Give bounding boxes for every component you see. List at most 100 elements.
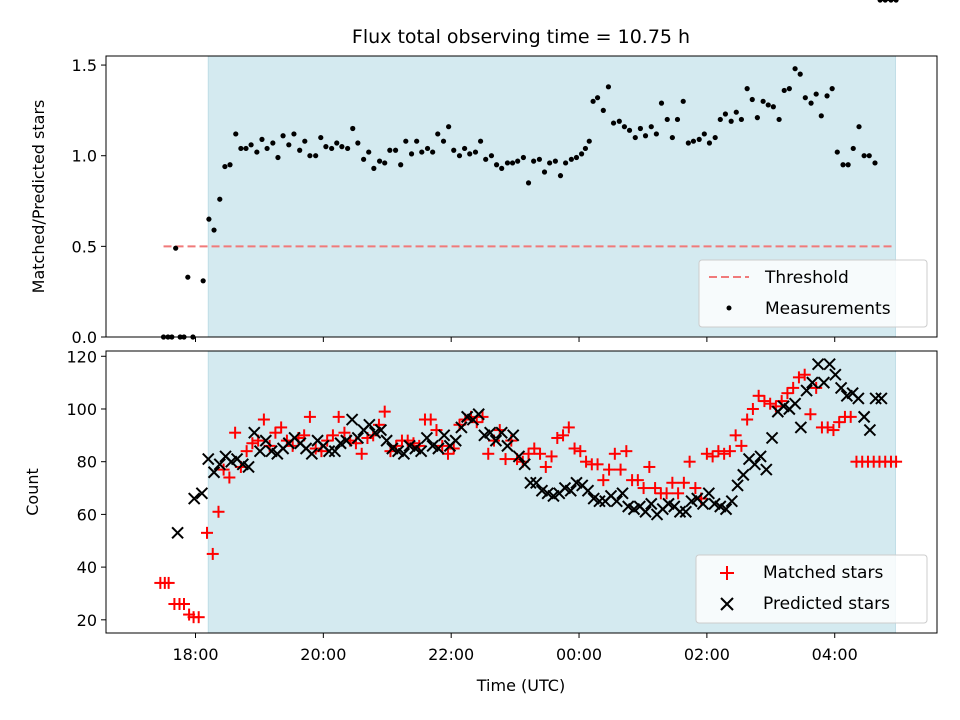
measurement-point [610,120,617,126]
matched-star-point [580,455,593,468]
matched-star-point [326,429,339,442]
measurement-point [674,116,681,123]
measurement-point [329,145,335,152]
predicted-stars-series [171,0,899,540]
predicted-star-point [811,357,825,371]
measurement-point [408,151,415,157]
matched-star-point [746,402,759,415]
measurement-point [504,160,511,166]
matched-star-point [192,611,205,624]
matched-star-point [568,442,581,455]
measurement-point [547,160,553,166]
matched-star-point [787,381,800,394]
measurement-point [361,156,367,162]
predicted-star-point [437,429,451,442]
matched-star-point [551,431,564,444]
bottom-y-tick-label: 80 [77,453,97,472]
matched-star-point [804,408,817,421]
matched-star-point [257,413,270,426]
predicted-star-point [863,423,877,437]
predicted-star-point [253,444,267,458]
bottom-y-tick-label: 120 [66,347,97,366]
measurement-point [462,145,468,152]
measurement-point [600,107,606,113]
top-y-tick-label: 0.0 [72,328,97,347]
measurement-point [637,125,643,132]
measurement-point [297,147,303,153]
matched-star-point [223,471,236,484]
measurement-point [173,245,179,251]
measurement-point [355,140,361,146]
top-y-tick-label: 1.0 [72,147,97,166]
measurement-point [568,156,574,162]
measurement-point [536,156,542,162]
top-legend: Threshold Measurements [698,259,928,328]
matched-star-point [620,445,633,458]
predicted-star-point [737,468,750,482]
matched-star-point [735,439,748,452]
matched-star-point [706,450,719,463]
measurement-point [477,138,484,144]
matched-star-point [206,547,219,560]
measurement-point [286,142,292,148]
measurement-point [366,149,372,155]
matched-star-point [672,487,685,500]
predicted-star-point [869,392,882,405]
matched-star-point [177,598,190,611]
measurement-point [680,98,686,104]
predicted-star-point [414,444,428,458]
bottom-panel: 20 40 60 80 100 120 18:00 20:00 22:00 00:00 02:00… [23,0,938,695]
matched-star-point [603,463,616,476]
measurement-point [280,133,286,139]
measurement-point [233,131,239,137]
measurement-point [557,173,564,179]
matched-star-point [764,397,777,410]
measurement-point [728,118,734,124]
predicted-star-point [259,434,273,447]
predicted-star-point [472,408,485,421]
measurement-point [861,153,867,159]
top-y-tick-label: 1.5 [72,56,97,75]
matched-star-point [712,445,725,458]
legend-measurements-swatch [726,305,732,311]
matched-star-point [246,437,259,450]
matched-star-point [200,526,213,539]
predicted-star-point [518,458,531,471]
measurement-point [424,145,431,152]
measurement-point [206,216,212,222]
matched-star-point [534,447,547,460]
predicted-star-point [351,431,365,445]
measurement-point [840,162,846,168]
measurement-point [738,116,744,123]
measurement-point [594,95,601,101]
measurement-point [382,160,388,166]
measurement-point [430,149,436,155]
measurement-point [586,138,592,144]
predicted-star-point [719,502,733,516]
predicted-star-point [432,442,445,455]
matched-star-point [643,460,656,473]
predicted-star-point [581,484,595,497]
matched-star-point [660,487,673,500]
measurement-point [802,95,808,101]
matched-star-point [378,405,391,418]
matched-star-point [729,429,742,442]
measurement-point [616,118,622,124]
predicted-star-point [829,368,842,381]
measurement-point [403,138,409,144]
matched-star-point [303,410,316,423]
predicted-star-point [213,458,226,471]
predicted-star-point [794,421,808,434]
predicted-star-point [529,476,543,489]
matched-star-point [562,421,575,434]
predicted-star-point [639,505,652,518]
measurement-point [696,136,702,142]
predicted-star-point [673,505,687,518]
predicted-star-point [374,423,388,437]
top-y-axis: 0.0 0.5 1.0 1.5 [72,56,106,347]
measurement-point [786,86,792,92]
measurement-point [371,165,377,171]
bottom-y-tick-label: 40 [77,558,97,577]
matched-star-point [522,447,535,460]
